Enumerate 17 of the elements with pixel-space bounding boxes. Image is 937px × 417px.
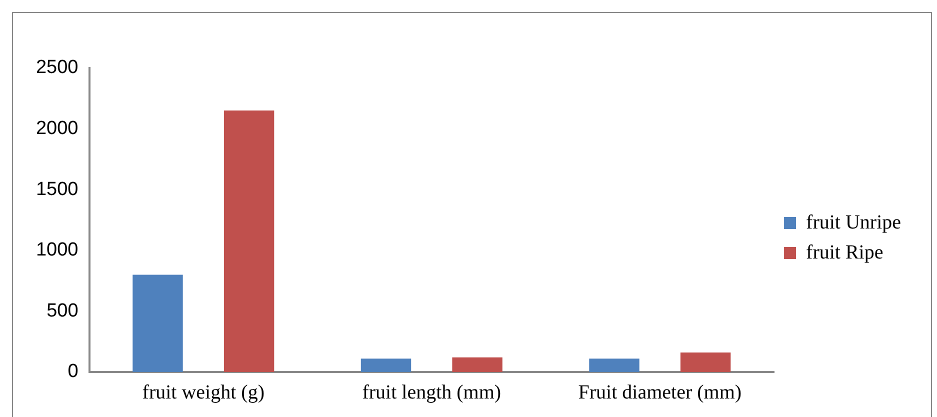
y-tick-label: 2000 [36, 118, 78, 140]
x-tick-label: Fruit diameter (mm) [578, 381, 742, 404]
bar [452, 357, 502, 372]
y-tick-label: 1000 [36, 240, 78, 261]
legend-label: fruit Ripe [806, 241, 884, 264]
y-tick-label: 2500 [36, 57, 78, 78]
bar [224, 110, 274, 372]
x-tick-label: fruit length (mm) [362, 381, 502, 404]
y-tick-label: 1500 [36, 178, 78, 200]
legend-label: fruit Unripe [806, 211, 902, 234]
bar [680, 352, 731, 372]
bar [360, 358, 412, 372]
y-tick-label: 0 [68, 361, 78, 382]
bar [132, 274, 183, 372]
y-tick-label: 500 [46, 300, 78, 322]
bar [589, 358, 640, 372]
x-tick-label: fruit weight (g) [142, 381, 264, 404]
